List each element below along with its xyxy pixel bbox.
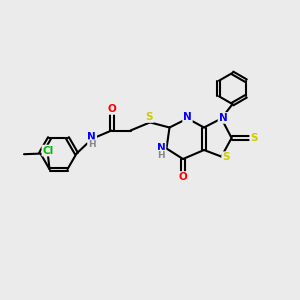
Text: H: H: [88, 140, 96, 149]
Text: N: N: [183, 112, 192, 122]
Text: O: O: [107, 104, 116, 114]
Text: N: N: [218, 113, 227, 123]
Text: N: N: [157, 143, 166, 153]
Text: Cl: Cl: [42, 146, 54, 156]
Text: S: S: [222, 152, 230, 162]
Text: H: H: [157, 151, 165, 160]
Text: O: O: [178, 172, 188, 182]
Text: S: S: [146, 112, 153, 122]
Text: S: S: [250, 133, 258, 143]
Text: N: N: [87, 132, 96, 142]
